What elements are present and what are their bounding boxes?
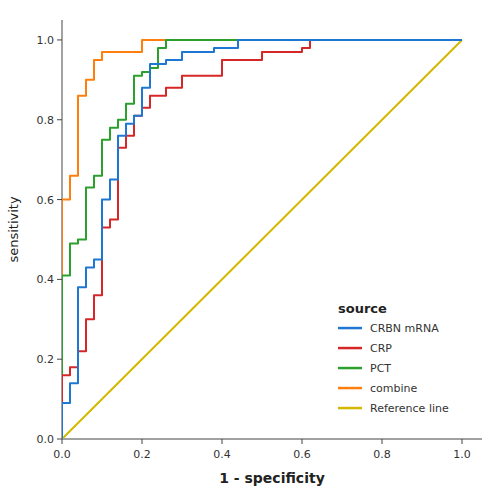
x-tick [62, 439, 63, 444]
y-tick-label: 1.0 [37, 34, 55, 47]
x-tick-label: 0.0 [53, 448, 71, 461]
line-series [62, 40, 462, 439]
y-tick-label: 0.6 [37, 194, 55, 207]
legend-label: Reference line [370, 402, 449, 415]
line-series [62, 40, 462, 439]
plot-area [62, 40, 462, 439]
x-tick-label: 0.4 [213, 448, 231, 461]
y-tick [57, 279, 62, 280]
line-series [62, 40, 462, 439]
x-axis-line [62, 439, 482, 440]
line-series [62, 40, 462, 439]
y-axis-label: sensitivity [6, 196, 21, 263]
x-tick [462, 439, 463, 444]
y-tick [57, 439, 62, 440]
x-tick-label: 0.8 [373, 448, 391, 461]
y-tick [57, 199, 62, 200]
legend-label: CRP [370, 342, 392, 355]
x-tick [142, 439, 143, 444]
y-tick [57, 119, 62, 120]
x-tick [382, 439, 383, 444]
y-tick-label: 0.0 [37, 433, 55, 446]
x-tick-label: 0.2 [133, 448, 151, 461]
legend-swatch [338, 347, 362, 350]
legend-swatch [338, 367, 362, 370]
x-tick [302, 439, 303, 444]
y-tick [57, 359, 62, 360]
legend-swatch [338, 407, 362, 410]
chart: 0.0 0.2 0.4 0.6 0.8 1.0 0.0 0.2 0.4 0.6 0.8 1.0 1 - … [0, 0, 500, 497]
y-tick [57, 39, 62, 40]
legend-label: combine [370, 382, 418, 395]
line-series [62, 40, 462, 439]
y-tick-label: 0.2 [37, 353, 55, 366]
legend-title: source [338, 301, 387, 316]
x-tick-label: 1.0 [453, 448, 471, 461]
x-tick [222, 439, 223, 444]
legend-label: PCT [370, 362, 391, 375]
legend: source CRBN mRNA CRP PCT combine Reference li… [338, 301, 449, 415]
x-axis-label: 1 - specificity [219, 470, 325, 486]
x-tick-label: 0.6 [293, 448, 311, 461]
y-tick-label: 0.4 [37, 273, 55, 286]
legend-swatch [338, 387, 362, 390]
y-tick-label: 0.8 [37, 114, 55, 127]
legend-label: CRBN mRNA [370, 322, 439, 335]
legend-swatch [338, 327, 362, 330]
